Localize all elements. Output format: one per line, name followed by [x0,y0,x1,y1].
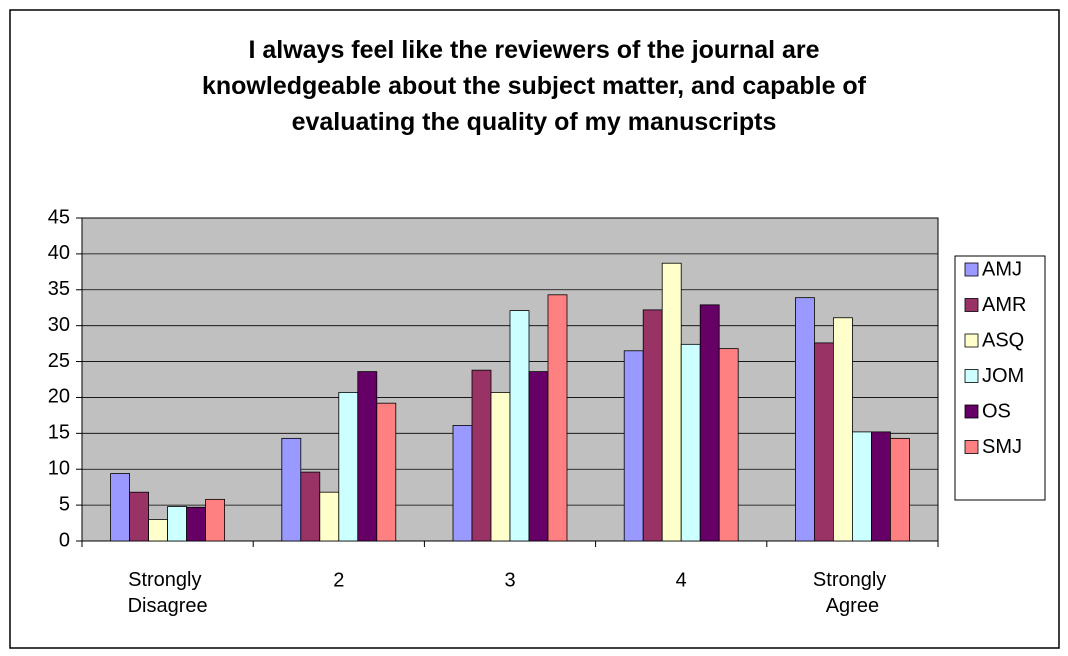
bar [376,402,397,542]
legend-swatch [964,333,979,348]
bar [186,506,207,542]
legend-label: JOM [982,365,1024,387]
y-tick-label: 0 [59,529,70,551]
bar [357,371,378,542]
bar [680,343,701,542]
bar [490,392,511,542]
y-tick-label: 25 [48,350,70,372]
bar [110,473,130,542]
bar [699,304,720,542]
legend-label: AMJ [982,258,1022,280]
bar [814,342,834,542]
x-tick-label: 4 [676,569,687,591]
y-tick-label: 15 [48,422,70,444]
bar [148,519,169,542]
bar [319,491,340,542]
bar [661,262,682,542]
y-tick-label: 45 [48,206,70,228]
legend-label: AMR [982,294,1026,316]
bar [871,431,891,542]
chart-title: I always feel like the reviewers of the … [201,36,867,136]
y-tick-label: 5 [59,493,70,515]
bar [890,437,910,542]
bar [718,348,739,542]
legend-label: ASQ [982,329,1024,351]
bar [452,425,473,542]
bar [338,392,359,542]
legend-label: OS [982,400,1011,422]
y-tick-label: 40 [48,242,70,264]
y-tick-label: 30 [48,314,70,336]
bar [547,294,568,542]
legend-swatch [964,404,979,419]
x-tick-label: Strongly Agree [813,569,892,617]
y-tick-label: 10 [48,458,70,480]
bar [300,471,321,542]
bar [833,317,853,542]
bar [642,309,663,542]
bar [623,350,644,542]
bar [129,491,150,542]
x-tick-label: 2 [333,569,344,591]
legend-swatch [964,369,979,383]
x-tick-label: 3 [504,569,515,591]
legend-label: SMJ [982,436,1022,458]
bar [528,371,549,542]
y-tick-label: 20 [48,386,70,408]
legend-swatch [964,440,979,454]
y-tick-label: 35 [48,278,70,300]
bar [509,310,530,542]
x-tick-label: Strongly Disagree [128,569,208,617]
bar [795,297,815,542]
bar [281,437,302,542]
bar [852,431,872,542]
bar [167,506,188,542]
legend-swatch [964,298,979,312]
bar [471,369,492,542]
bar [205,498,226,542]
legend-swatch [964,262,979,277]
